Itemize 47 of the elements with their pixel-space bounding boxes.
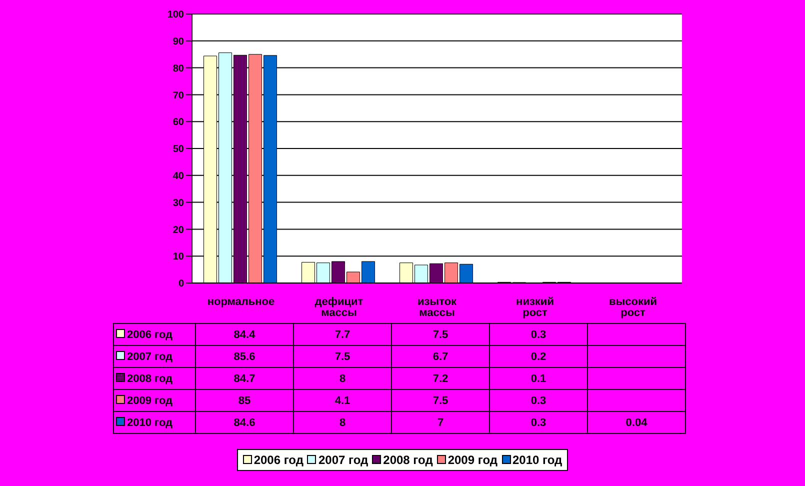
data-label: 84.6 — [196, 412, 294, 434]
x-tick-label: дефицит массы — [314, 296, 364, 319]
data-label: 84.4 — [196, 324, 294, 346]
data-label: 85 — [196, 390, 294, 412]
data-label: 7 — [392, 412, 490, 434]
data-label: 84.7 — [196, 368, 294, 390]
data-label: 0.3 — [490, 324, 588, 346]
text: 2009 год — [448, 453, 498, 467]
data-label: 7.5 — [294, 346, 392, 368]
x-tick-label: низкий рост — [516, 296, 554, 319]
data-label: 85.6 — [196, 346, 294, 368]
x-tick-label: изыток массы — [417, 296, 458, 319]
y-tick-label: 30 — [172, 198, 184, 209]
data-label: 7.7 — [294, 324, 392, 346]
y-tick-label: 80 — [172, 63, 184, 74]
data-label: 7.5 — [392, 390, 490, 412]
y-tick-label: 40 — [172, 170, 184, 182]
legend-label: 2006 год — [114, 324, 196, 346]
y-tick-label: 90 — [172, 36, 184, 48]
data-label: 8 — [294, 368, 392, 390]
x-tick-label: высокий рост — [608, 296, 658, 319]
y-tick-label: 10 — [172, 252, 184, 263]
data-label: 0.2 — [490, 346, 588, 368]
y-tick-label: 70 — [172, 90, 184, 102]
data-label: 0.3 — [490, 412, 588, 434]
y-tick-label: 50 — [172, 144, 184, 156]
data-label: 0.3 — [490, 390, 588, 412]
legend-label: 2007 год — [114, 346, 196, 368]
data-label: 7.5 — [392, 324, 490, 346]
data-label: 0.1 — [490, 368, 588, 390]
data-label: 0.04 — [588, 412, 686, 434]
y-tick-label: 0 — [178, 278, 184, 290]
text: 2007 год — [318, 453, 368, 467]
x-tick-label: нормальное — [207, 296, 275, 308]
y-tick-label: 60 — [172, 117, 184, 128]
legend-label: 2009 год — [114, 390, 196, 412]
data-label: 7.2 — [392, 368, 490, 390]
y-tick-label: 20 — [172, 224, 184, 236]
legend-label: 2010 год — [114, 412, 196, 434]
data-label: 4.1 — [294, 390, 392, 412]
data-label: 8 — [294, 412, 392, 434]
text: 2010 год — [512, 453, 562, 467]
text: 2006 год — [254, 453, 304, 467]
legend-label: 2008 год — [114, 368, 196, 390]
y-tick-label: 100 — [167, 10, 184, 21]
data-label: 6.7 — [392, 346, 490, 368]
text: 2008 год — [383, 453, 433, 467]
